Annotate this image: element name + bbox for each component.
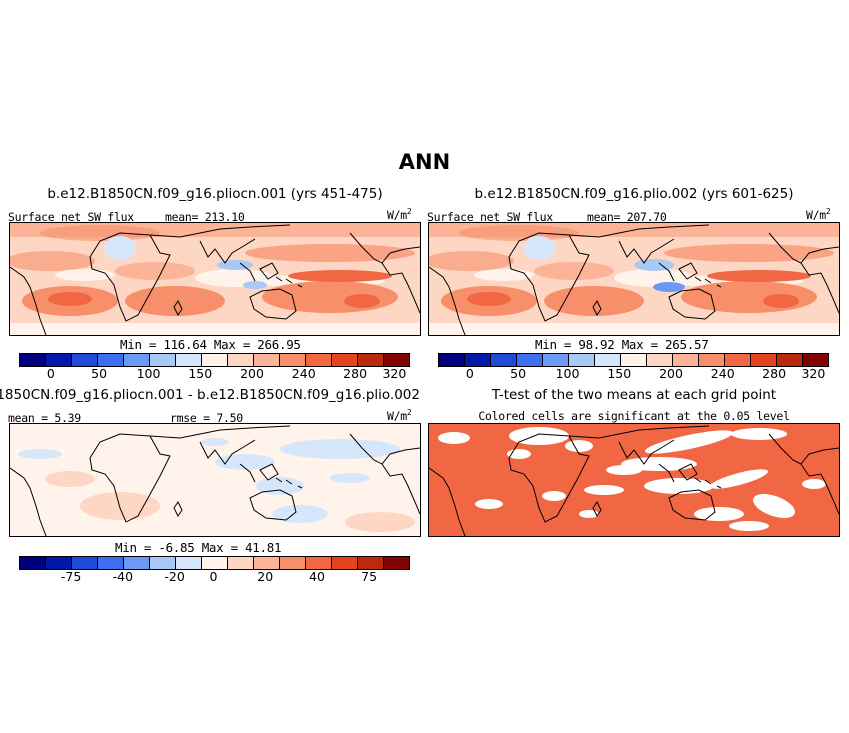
panel2-minmax: Min = 98.92 Max = 265.57 [535, 337, 709, 352]
cbar-seg [384, 354, 409, 366]
panel2-units: W/m2 [806, 207, 831, 222]
cbar-seg [46, 354, 72, 366]
cbar-tick: 150 [188, 366, 213, 381]
cbar-seg [332, 354, 358, 366]
cbar-tick: 0 [209, 569, 218, 584]
panel2-map [428, 222, 840, 336]
cbar-tick: 240 [710, 366, 735, 381]
cbar-seg [569, 354, 595, 366]
cbar-seg [699, 354, 725, 366]
panel2-colorbar [438, 353, 829, 367]
cbar-seg [280, 354, 306, 366]
panel1-title: b.e12.B1850CN.f09_g16.pliocn.001 (yrs 45… [47, 186, 383, 202]
panel4-map [428, 423, 840, 537]
cbar-tick: 100 [555, 366, 580, 381]
cbar-seg [228, 557, 254, 569]
cbar-seg [202, 557, 228, 569]
panel1-units: W/m2 [387, 207, 412, 222]
cbar-seg [491, 354, 517, 366]
cbar-tick: -20 [164, 569, 185, 584]
cbar-seg [465, 354, 491, 366]
cbar-seg [46, 557, 72, 569]
panel3-map [9, 423, 421, 537]
panel3-mean-label: mean = 5.39 [8, 411, 81, 425]
cbar-seg [254, 354, 280, 366]
cbar-tick: 280 [343, 366, 368, 381]
cbar-tick: 280 [762, 366, 787, 381]
panel2-mean-label: mean= 207.70 [587, 210, 667, 224]
cbar-seg [306, 354, 332, 366]
cbar-seg [751, 354, 777, 366]
cbar-seg [124, 354, 150, 366]
cbar-seg [150, 354, 176, 366]
cbar-seg [124, 557, 150, 569]
cbar-seg [176, 557, 202, 569]
cbar-seg [150, 557, 176, 569]
panel4-title: T-test of the two means at each grid poi… [491, 387, 777, 403]
panel1-minmax: Min = 116.64 Max = 266.95 [120, 337, 301, 352]
cbar-seg [358, 557, 384, 569]
panel3-rmse-label: rmse = 7.50 [170, 411, 243, 425]
cbar-seg [358, 354, 384, 366]
cbar-seg [803, 354, 828, 366]
cbar-seg [20, 557, 46, 569]
cbar-seg [332, 557, 358, 569]
cbar-tick: 20 [257, 569, 274, 584]
panel2-colorbar-ticks: 0 50 100 150 200 240 280 320 [438, 366, 827, 381]
panel2-variable-label: Surface net SW flux [427, 210, 553, 224]
panel1-variable-label: Surface net SW flux [8, 210, 134, 224]
cbar-seg [280, 557, 306, 569]
panel3-colorbar [19, 556, 410, 570]
cbar-seg [254, 557, 280, 569]
panel1-map [9, 222, 421, 336]
cbar-seg [98, 557, 124, 569]
figure-title: ANN [398, 150, 451, 174]
cbar-seg [543, 354, 569, 366]
cbar-seg [306, 557, 332, 569]
cbar-seg [176, 354, 202, 366]
cbar-tick: 240 [291, 366, 316, 381]
cbar-tick: 320 [382, 366, 407, 381]
cbar-seg [517, 354, 543, 366]
panel2-title: b.e12.B1850CN.f09_g16.plio.002 (yrs 601-… [474, 186, 794, 202]
cbar-tick: 150 [607, 366, 632, 381]
cbar-seg [384, 557, 409, 569]
cbar-tick: -75 [60, 569, 82, 584]
cbar-tick: 0 [465, 366, 474, 381]
panel1-mean-label: mean= 213.10 [165, 210, 245, 224]
panel1-colorbar-ticks: 0 50 100 150 200 240 280 320 [19, 366, 408, 381]
cbar-seg [98, 354, 124, 366]
panel1-colorbar [19, 353, 410, 367]
panel3-title: e12.B1850CN.f09_g16.pliocn.001 - b.e12.B… [0, 387, 420, 403]
cbar-seg [202, 354, 228, 366]
panel3-units: W/m2 [387, 408, 412, 423]
cbar-tick: 200 [240, 366, 264, 381]
cbar-tick: 0 [46, 366, 55, 381]
cbar-seg [228, 354, 254, 366]
cbar-tick: 50 [510, 366, 527, 381]
cbar-tick: 50 [91, 366, 108, 381]
cbar-tick: 75 [361, 569, 378, 584]
cbar-seg [595, 354, 621, 366]
cbar-seg [725, 354, 751, 366]
cbar-seg [439, 354, 465, 366]
cbar-seg [621, 354, 647, 366]
cbar-seg [72, 354, 98, 366]
cbar-tick: 200 [659, 366, 683, 381]
cbar-tick: -40 [112, 569, 134, 584]
panel4-subtitle: Colored cells are significant at the 0.0… [478, 409, 790, 423]
cbar-tick: 100 [136, 366, 161, 381]
panel3-colorbar-ticks: -75 -40 -20 0 20 40 75 [19, 569, 408, 584]
cbar-seg [777, 354, 803, 366]
cbar-tick: 320 [801, 366, 826, 381]
panel3-minmax: Min = -6.85 Max = 41.81 [115, 540, 282, 555]
cbar-tick: 40 [309, 569, 325, 584]
cbar-seg [72, 557, 98, 569]
cbar-seg [647, 354, 673, 366]
cbar-seg [673, 354, 699, 366]
cbar-seg [20, 354, 46, 366]
